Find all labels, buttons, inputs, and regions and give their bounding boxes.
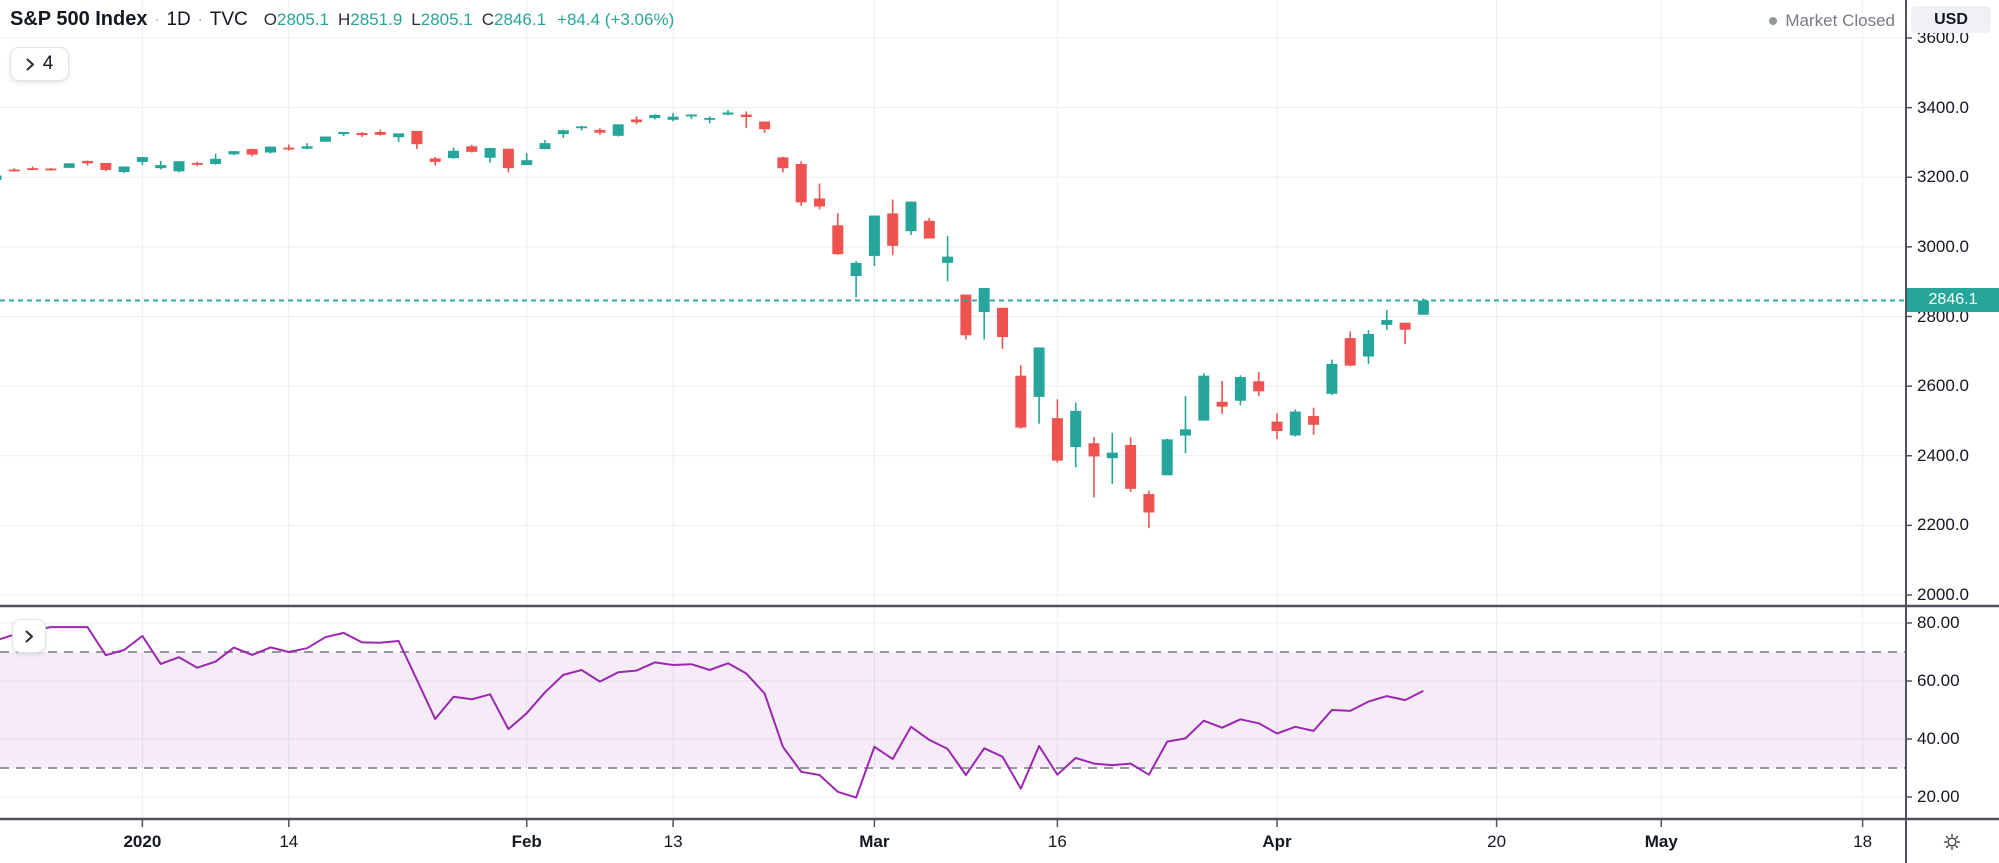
time-axis-label: Mar	[859, 832, 890, 851]
chevron-right-icon	[25, 630, 33, 642]
time-axis-label: Feb	[511, 832, 542, 851]
market-status: Market Closed	[1769, 11, 1895, 31]
change-value: +84.4 (+3.06%)	[557, 9, 675, 29]
rsi-axis-label: 40.00	[1917, 729, 1960, 748]
open-label: O	[263, 9, 278, 29]
market-status-dot-icon	[1769, 17, 1778, 25]
chart-settings-button[interactable]	[1931, 823, 1973, 860]
time-axis[interactable]	[0, 819, 1999, 863]
price-axis-label: 2400.0	[1917, 445, 1969, 465]
market-status-text: Market Closed	[1785, 11, 1895, 30]
interval-label[interactable]: 1D	[166, 8, 191, 30]
price-axis[interactable]	[1906, 0, 1999, 819]
price-axis-label: 3600.0	[1917, 28, 1969, 47]
time-axis-label: 13	[663, 832, 683, 851]
time-axis-label: 20	[1487, 832, 1507, 851]
price-axis-label: 2600.0	[1917, 376, 1969, 396]
rsi-pane-expand-button[interactable]	[12, 619, 46, 653]
chart-legend: S&P 500 Index · 1D · TVC O2805.1 H2851.9…	[10, 8, 674, 31]
time-axis-label: 14	[279, 832, 299, 851]
time-axis-label: 18	[1853, 832, 1873, 851]
time-axis-label: Apr	[1262, 832, 1292, 851]
chevron-right-icon	[26, 58, 34, 70]
price-axis-label: 3400.0	[1917, 97, 1969, 117]
price-axis-label: 3200.0	[1917, 167, 1969, 187]
price-axis-label: 2200.0	[1917, 515, 1969, 535]
time-axis-label: 16	[1047, 832, 1067, 851]
time-axis-label: May	[1644, 832, 1678, 851]
ohlc-readout: O2805.1 H2851.9 L2805.1 C2846.1 +84.4 (+…	[264, 10, 674, 30]
time-axis-label: 2020	[123, 832, 162, 851]
price-axis-label: 2000.0	[1917, 585, 1969, 604]
high-value: 2851.9	[350, 9, 403, 29]
exchange-label[interactable]: TVC	[209, 8, 248, 30]
low-label: L	[411, 9, 421, 29]
currency-badge[interactable]: USD	[1911, 6, 1991, 33]
gear-icon	[1943, 833, 1961, 850]
close-label: C	[481, 9, 495, 29]
legend-separator-dot: ·	[154, 11, 160, 28]
rsi-axis-label: 60.00	[1917, 671, 1960, 690]
rsi-axis-label: 80.00	[1917, 613, 1960, 632]
symbol-title[interactable]: S&P 500 Index	[10, 8, 148, 30]
price-axis-label: 3000.0	[1917, 236, 1969, 256]
legend-expand-button[interactable]: 4	[10, 47, 69, 81]
rsi-axis-label: 20.00	[1917, 787, 1960, 806]
close-value: 2846.1	[494, 9, 547, 29]
hidden-indicators-count: 4	[42, 53, 54, 74]
open-value: 2805.1	[277, 9, 330, 29]
high-label: H	[338, 9, 351, 29]
last-price-badge: 2846.1	[1907, 288, 1999, 313]
low-value: 2805.1	[420, 9, 473, 29]
legend-separator-dot: ·	[197, 11, 203, 28]
